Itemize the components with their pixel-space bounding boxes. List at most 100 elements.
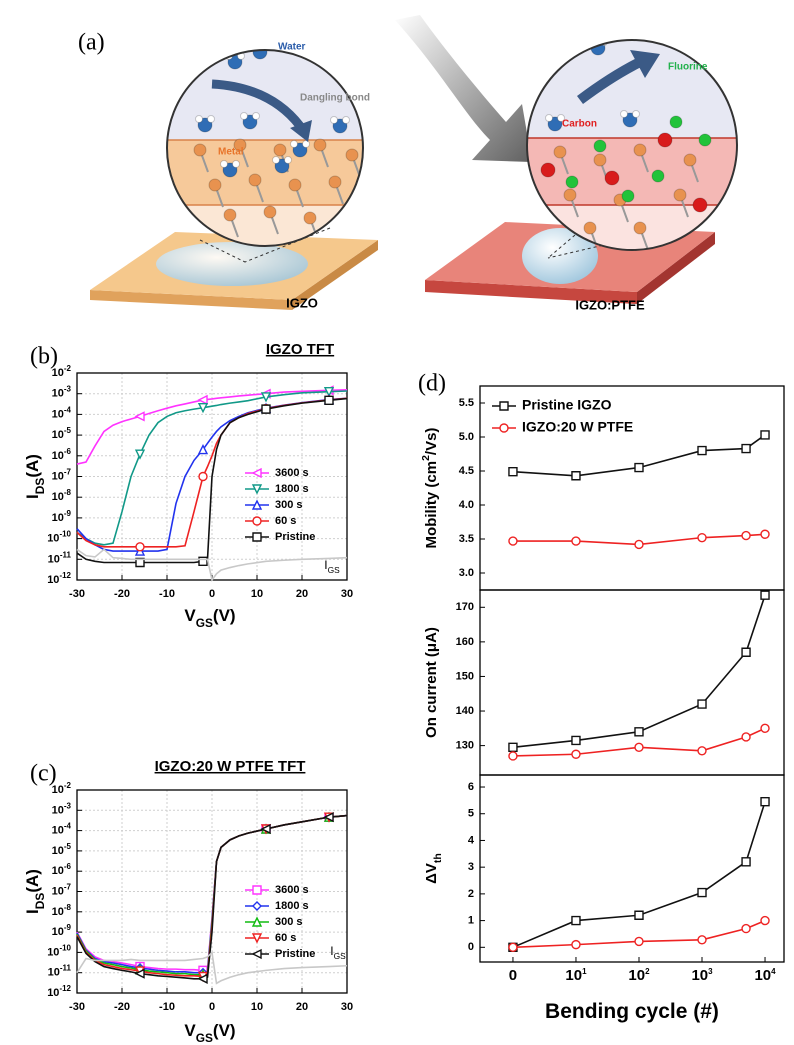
y-tick-label: 170 <box>456 601 474 613</box>
marker <box>635 728 643 736</box>
atom <box>699 134 711 146</box>
atom <box>264 206 276 218</box>
tick-exponent: -12 <box>59 571 71 580</box>
x-tick-label: -20 <box>114 588 130 600</box>
marker <box>325 396 333 404</box>
marker <box>136 543 144 551</box>
atom <box>263 43 270 50</box>
marker <box>761 431 769 439</box>
atom <box>634 144 646 156</box>
marker <box>742 733 750 741</box>
atom <box>196 116 203 123</box>
x-tick-label: 30 <box>341 588 353 600</box>
tick-base: 10 <box>52 512 64 524</box>
marker <box>742 648 750 656</box>
marker <box>136 450 144 458</box>
y-tick-label: 10-8 <box>52 488 72 503</box>
tick-base: 10 <box>52 491 64 503</box>
y-axis-label: IDS(A) <box>23 869 47 914</box>
y-tick-label: 130 <box>456 740 474 752</box>
tick-exponent: -2 <box>64 781 72 790</box>
marker <box>698 700 706 708</box>
y-tick-label: 4 <box>468 834 475 846</box>
atom <box>251 43 258 50</box>
tick-exponent: -6 <box>64 446 72 455</box>
y-tick-label: 3 <box>468 861 474 873</box>
y-tick-label: 5.0 <box>459 431 474 443</box>
atom <box>209 179 221 191</box>
atom <box>594 154 606 166</box>
tick-exponent: 4 <box>771 967 776 976</box>
diagram-label: Dangling bond <box>300 93 370 104</box>
legend-label: 60 s <box>275 515 296 527</box>
y-axis-label: Mobility (cm2/Vs) <box>420 428 440 549</box>
tick-exponent: -10 <box>59 943 71 952</box>
series-line <box>513 802 765 948</box>
tick-exponent: -9 <box>64 923 72 932</box>
marker <box>635 743 643 751</box>
x-tick-label: 20 <box>296 1001 308 1013</box>
atom <box>633 111 640 118</box>
marker <box>509 537 517 545</box>
process-arrow <box>395 15 532 162</box>
y-tick-label: 10-10 <box>47 529 71 544</box>
tick-exponent: -9 <box>64 509 72 518</box>
marker <box>572 736 580 744</box>
y-tick-label: 10-7 <box>52 882 72 897</box>
atom <box>303 141 310 148</box>
x-tick-label: 20 <box>296 588 308 600</box>
y-tick-label: 0 <box>468 941 474 953</box>
marker <box>635 464 643 472</box>
atom <box>329 176 341 188</box>
tick-exponent: -8 <box>64 902 72 911</box>
x-tick-label: -10 <box>159 1001 175 1013</box>
legend-label: 3600 s <box>275 467 309 479</box>
legend-label: 60 s <box>275 932 296 944</box>
legend-label: 300 s <box>275 916 303 928</box>
annotation: IGS <box>330 944 346 961</box>
y-tick-label: 4.5 <box>459 465 474 477</box>
atom <box>208 116 215 123</box>
atom <box>291 141 298 148</box>
x-tick-label: -30 <box>69 588 85 600</box>
label-part: V <box>184 1021 196 1040</box>
tick-base: 10 <box>628 967 645 984</box>
tick-base: 10 <box>47 574 59 586</box>
y-tick-label: 10-9 <box>52 509 72 524</box>
atom <box>541 163 555 177</box>
marker <box>742 445 750 453</box>
y-tick-label: 3.5 <box>459 533 474 545</box>
tick-exponent: -3 <box>64 384 72 393</box>
atom <box>658 133 672 147</box>
label-part: GS <box>196 1031 213 1045</box>
y-tick-label: 10-11 <box>48 963 72 978</box>
tick-base: 10 <box>47 987 59 999</box>
atom <box>670 116 682 128</box>
label-part: (V) <box>213 606 236 625</box>
y-tick-label: 150 <box>456 670 474 682</box>
plot-frame <box>480 386 784 590</box>
label-part: On current (μA) <box>423 627 440 738</box>
legend-label: 1800 s <box>275 900 309 912</box>
x-tick-label: 30 <box>341 1001 353 1013</box>
substrate-label: IGZO:PTFE <box>575 297 645 312</box>
marker <box>761 798 769 806</box>
y-tick-label: 10-12 <box>47 571 71 586</box>
tick-exponent: 1 <box>582 967 587 976</box>
tick-exponent: -3 <box>64 801 72 810</box>
tick-base: 10 <box>52 926 64 938</box>
surface-layer <box>160 140 380 205</box>
marker <box>698 447 706 455</box>
tick-base: 10 <box>52 429 64 441</box>
legend-marker <box>500 424 508 432</box>
legend-marker <box>253 533 261 541</box>
marker <box>572 917 580 925</box>
label-part: GS <box>196 616 213 630</box>
marker <box>199 396 207 404</box>
tick-exponent: -11 <box>60 963 72 972</box>
marker <box>136 412 144 420</box>
marker <box>698 889 706 897</box>
atom <box>674 189 686 201</box>
y-tick-label: 5.5 <box>459 397 474 409</box>
legend-label: 3600 s <box>275 884 309 896</box>
